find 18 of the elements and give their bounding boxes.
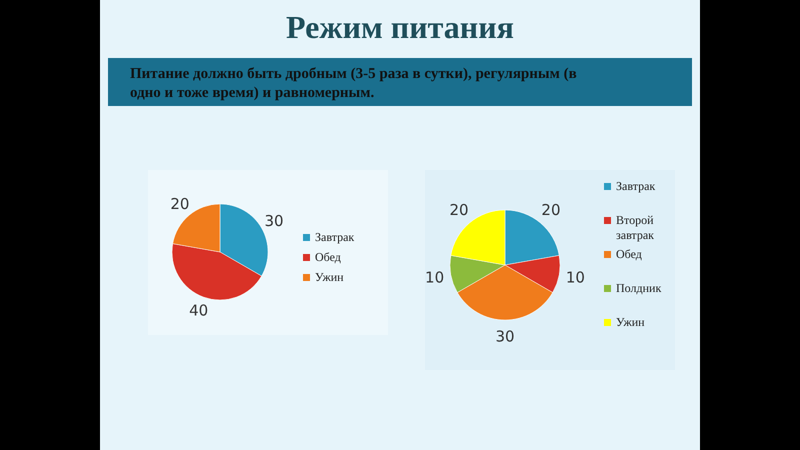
legend-label: Ужин: [315, 270, 344, 284]
chart-title: Режим питания: [286, 9, 514, 45]
data-label: 10: [566, 268, 585, 286]
data-label: 10: [425, 268, 444, 286]
legend-label: Обед: [616, 247, 642, 261]
chart-subtitle: Питание должно быть дробным (3-5 раза в сутки), регулярным (в одно и тоже время) и равномерным.: [130, 66, 577, 101]
legend-label: Обед: [315, 250, 341, 264]
data-label: 30: [264, 212, 284, 230]
legend-label: Полдник: [616, 281, 662, 295]
legend-label: Завтрак: [315, 230, 354, 244]
data-label: 20: [449, 201, 469, 220]
data-label: 30: [495, 328, 515, 346]
legend-label: Завтрак: [616, 179, 656, 193]
legend-label: Ужин: [616, 315, 646, 329]
data-label: 20: [170, 195, 190, 214]
data-label: 40: [189, 302, 208, 320]
legend-label: Второй завтрак: [616, 213, 654, 242]
data-label: 20: [541, 201, 561, 220]
